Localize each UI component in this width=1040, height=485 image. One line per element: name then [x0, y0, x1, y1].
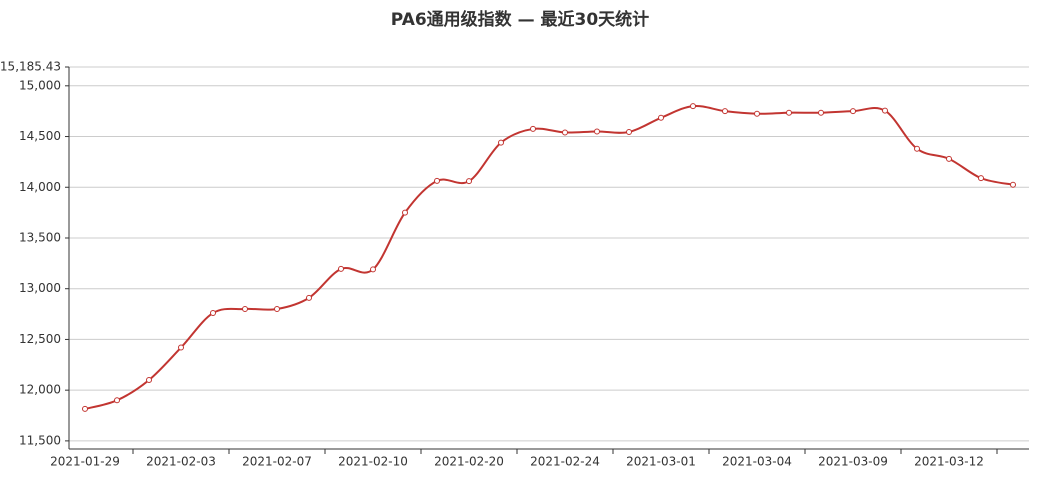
x-tick-label: 2021-03-12 [914, 455, 984, 469]
x-tick-label: 2021-03-04 [722, 455, 792, 469]
x-tick-label: 2021-02-20 [434, 455, 504, 469]
y-tick-label: 11,500 [19, 433, 61, 447]
x-tick-label: 2021-03-01 [626, 455, 696, 469]
y-tick-label: 15,185.43 [0, 60, 61, 74]
point [818, 109, 824, 116]
point [338, 265, 344, 272]
point [274, 306, 280, 313]
point [658, 114, 664, 121]
x-tick-label: 2021-01-29 [50, 455, 120, 469]
point [946, 155, 952, 162]
y-tick-label: 14,000 [19, 180, 61, 194]
point [146, 377, 152, 384]
y-tick-label: 14,500 [19, 129, 61, 143]
point [498, 139, 504, 146]
y-tick-label: 13,500 [19, 230, 61, 244]
point [402, 209, 408, 216]
point [1010, 181, 1016, 188]
x-tick-label: 2021-02-03 [146, 455, 216, 469]
point [562, 129, 568, 136]
point [434, 177, 440, 184]
point [914, 145, 920, 152]
y-tick-label: 12,500 [19, 332, 61, 346]
point [594, 128, 600, 135]
point [210, 310, 216, 317]
point [978, 175, 984, 182]
y-tick-label: 13,000 [19, 281, 61, 295]
point [754, 110, 760, 117]
y-tick-label: 12,000 [19, 383, 61, 397]
point [850, 108, 856, 115]
chart-title: PA6通用级指数 — 最近30天统计 [391, 9, 649, 30]
point [114, 397, 120, 404]
point [466, 178, 472, 185]
x-tick-label: 2021-02-10 [338, 455, 408, 469]
point [530, 125, 536, 132]
point [82, 405, 88, 412]
point [786, 109, 792, 116]
point [370, 266, 376, 273]
point [178, 344, 184, 351]
line [84, 104, 1014, 410]
x-tick-label: 2021-03-09 [818, 455, 888, 469]
point [242, 306, 248, 313]
point [626, 128, 632, 135]
x-tick-label: 2021-02-24 [530, 455, 600, 469]
x-tick-label: 2021-02-07 [242, 455, 312, 469]
point [722, 108, 728, 115]
point [306, 294, 312, 301]
point [882, 107, 888, 114]
point [690, 103, 696, 110]
y-tick-label: 15,000 [19, 78, 61, 92]
